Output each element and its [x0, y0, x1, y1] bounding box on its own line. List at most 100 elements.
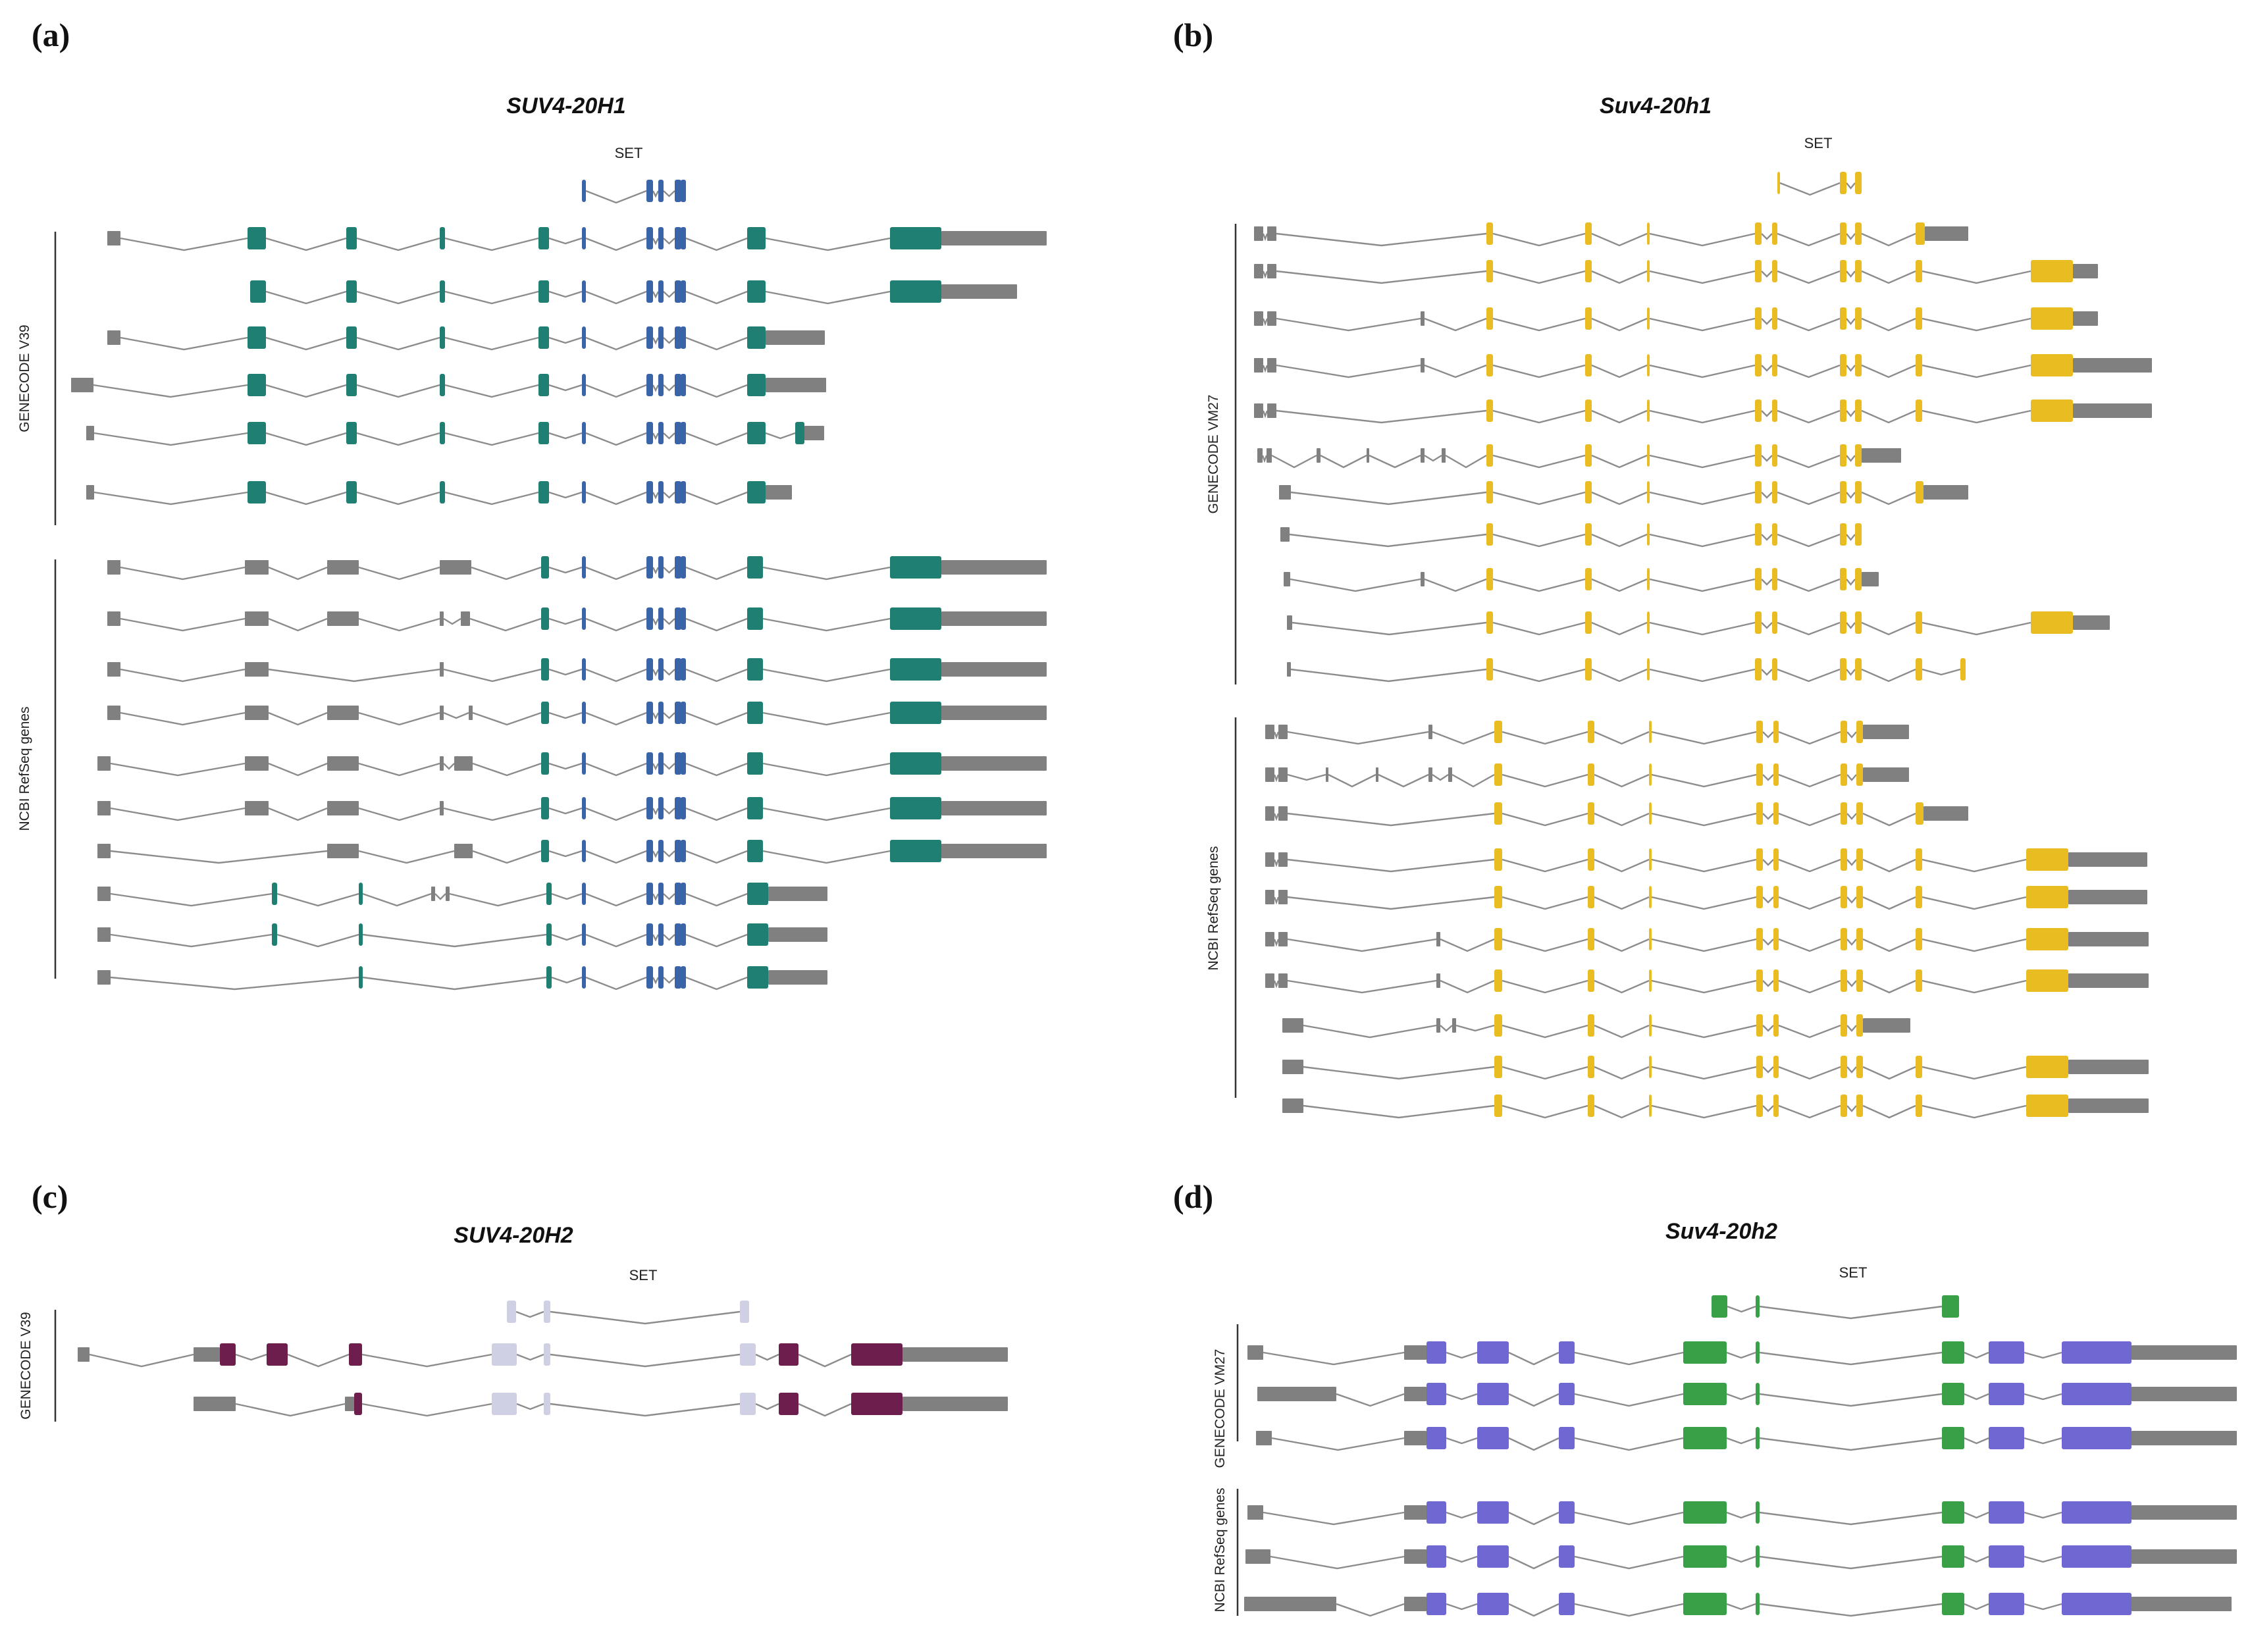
exon [646, 227, 653, 249]
intron [1922, 1104, 2027, 1119]
exon [582, 481, 586, 503]
panel-b-transcript [1265, 886, 2147, 910]
intron [652, 850, 660, 858]
intron [1502, 1066, 1588, 1080]
intron [1762, 813, 1774, 820]
exon [1841, 1095, 1847, 1117]
exon [2031, 307, 2073, 330]
exon [1755, 260, 1762, 282]
exon [1588, 802, 1594, 825]
intron [1778, 938, 1841, 952]
intron [1861, 491, 1916, 505]
exon [779, 1343, 798, 1366]
exon [681, 702, 686, 724]
exon [747, 923, 768, 946]
intron [443, 763, 455, 770]
exon [272, 923, 277, 946]
exon [675, 840, 681, 862]
intron [1492, 491, 1586, 505]
intron [551, 933, 583, 941]
intron [1262, 365, 1269, 373]
exon [1772, 611, 1777, 634]
intron [358, 850, 455, 864]
exon [538, 326, 549, 349]
intron [663, 763, 675, 770]
exon [1254, 403, 1263, 418]
exon [747, 227, 766, 249]
exon [804, 426, 824, 440]
exon [327, 801, 359, 815]
exon [1862, 572, 1879, 586]
intron [89, 1353, 194, 1368]
intron [652, 712, 660, 720]
intron [1502, 773, 1588, 788]
exon [1756, 802, 1763, 825]
intron [685, 617, 748, 632]
exon [646, 840, 653, 862]
panel-a-transcript [107, 326, 825, 351]
intron [1649, 409, 1756, 424]
exon [1840, 523, 1846, 546]
exon [747, 607, 763, 630]
exon [538, 374, 549, 396]
exon [1863, 1018, 1910, 1033]
exon [1376, 767, 1378, 782]
intron [1262, 410, 1269, 419]
exon [327, 560, 359, 575]
exon [890, 797, 941, 819]
exon [646, 966, 653, 989]
intron [1651, 896, 1757, 910]
intron [1276, 409, 1487, 424]
panel-c-set-domain [507, 1301, 749, 1325]
intron [472, 711, 542, 726]
exon [1856, 969, 1863, 992]
intron [1964, 1351, 1989, 1359]
exon [941, 231, 1047, 245]
panel-b-transcript [1265, 969, 2149, 994]
exon [107, 330, 120, 345]
exon [1649, 928, 1652, 950]
intron [1761, 492, 1773, 499]
intron [1862, 858, 1916, 873]
exon [1855, 481, 1862, 503]
intron [361, 1353, 492, 1368]
exon [1267, 358, 1276, 373]
exon [440, 706, 444, 720]
intron [1762, 939, 1774, 946]
intron [1846, 1066, 1857, 1073]
intron [1778, 858, 1841, 873]
exon [1989, 1545, 2024, 1568]
exon [538, 422, 549, 444]
exon [1756, 1056, 1763, 1078]
exon [675, 658, 681, 681]
intron [1287, 773, 1326, 781]
exon [646, 752, 653, 775]
intron [1778, 896, 1841, 910]
exon [345, 1397, 354, 1411]
intron [1263, 1351, 1405, 1366]
exon [1585, 354, 1592, 376]
exon [1856, 848, 1863, 871]
exon [440, 326, 445, 349]
panel-b-transcript [1282, 1095, 2149, 1119]
intron [755, 1403, 779, 1410]
exon [582, 797, 586, 819]
intron [1846, 731, 1857, 738]
intron [358, 566, 440, 581]
panel-a-transcript [107, 227, 1047, 251]
exon [1856, 928, 1863, 950]
intron [1777, 533, 1841, 548]
panel-c-transcript [194, 1393, 1008, 1417]
intron [685, 237, 748, 251]
exon [1755, 354, 1762, 376]
exon [2132, 1597, 2232, 1611]
exon [1840, 307, 1846, 330]
intron [1273, 813, 1280, 821]
intron [1762, 1066, 1774, 1073]
intron [1777, 409, 1841, 424]
exon [1683, 1545, 1727, 1568]
exon [1588, 969, 1594, 992]
exon [675, 556, 681, 579]
exon [681, 840, 686, 862]
panel-a-transcript [97, 923, 827, 948]
